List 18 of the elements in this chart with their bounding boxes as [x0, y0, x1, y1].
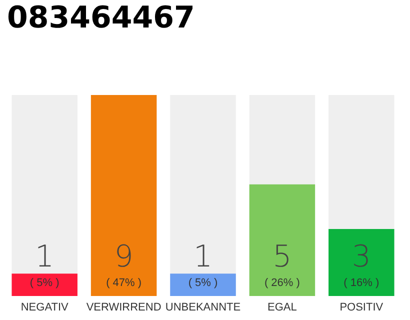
data-label: 3: [352, 240, 371, 274]
x-tick-label: POSITIV: [340, 302, 384, 314]
data-label: 1: [193, 240, 213, 274]
annotation: ( 16% ): [344, 277, 380, 289]
annotation: ( 5% ): [188, 277, 218, 289]
chart-title: 083464467: [7, 0, 195, 36]
annotation: ( 5% ): [30, 277, 60, 289]
data-label: 5: [272, 240, 292, 274]
x-tick-label: VERWIRREND: [86, 302, 162, 314]
bar: [170, 274, 236, 296]
annotation: ( 26% ): [264, 277, 300, 289]
bar: [12, 274, 78, 296]
data-label: 9: [114, 240, 134, 274]
data-label: 1: [35, 240, 54, 274]
x-tick-label: NEGATIV: [20, 302, 69, 314]
annotation: ( 47% ): [106, 277, 142, 289]
x-tick-label: UNBEKANNTE: [165, 302, 241, 314]
x-tick-label: EGAL: [268, 302, 297, 314]
